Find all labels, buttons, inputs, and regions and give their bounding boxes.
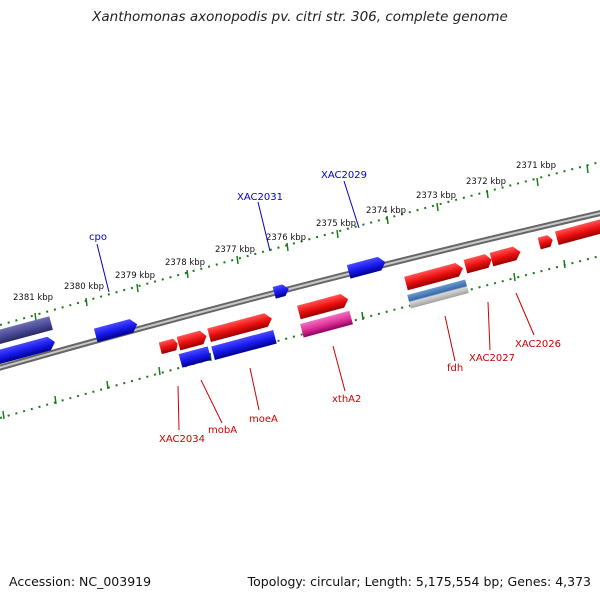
lower-tick-track (0, 255, 600, 419)
gene-label-mobA: mobA (208, 425, 237, 436)
accession-text: Accession: NC_003919 (9, 574, 152, 589)
forward-gene-xac2026[interactable] (489, 245, 523, 267)
tick-label-2372: 2372 kbp (466, 177, 506, 187)
forward-rna-xthA2[interactable] (300, 310, 353, 338)
reverse-gene-bottomleft[interactable] (0, 335, 57, 366)
tick-label-2378: 2378 kbp (165, 258, 205, 268)
reverse-gene-cpo[interactable] (93, 318, 139, 343)
tick-label-2377: 2377 kbp (215, 245, 255, 255)
tick-label-2376: 2376 kbp (266, 233, 306, 243)
genome-backbone (0, 210, 600, 371)
tick-label-2379: 2379 kbp (115, 271, 155, 281)
genome-summary-text: Topology: circular; Length: 5,175,554 bp… (247, 574, 591, 589)
tick-label-2373: 2373 kbp (416, 191, 456, 201)
upper-tick-track (0, 161, 600, 326)
tick-label-2375: 2375 kbp (316, 219, 356, 229)
forward-gene-fdh-red[interactable] (404, 261, 465, 291)
reverse-gene-mobA[interactable] (178, 346, 212, 368)
gene-label-xac2027: XAC2027 (469, 353, 515, 364)
tick-label-2374: 2374 kbp (366, 206, 406, 216)
forward-gene-xthA2-red[interactable] (297, 293, 350, 320)
gene-label-fdh: fdh (447, 363, 463, 374)
forward-gene-xac2034-a[interactable] (158, 338, 179, 355)
reverse-gene-dark[interactable] (0, 316, 53, 346)
gene-label-cpo: cpo (89, 232, 107, 243)
gene-label-xac2029: XAC2029 (321, 170, 367, 181)
forward-gene-fdh-steel[interactable] (407, 279, 469, 309)
upper-major-ticks (34, 164, 589, 322)
forward-gene-small-right[interactable] (537, 234, 555, 250)
forward-gene-xac2027[interactable] (463, 253, 494, 274)
gene-label-xthA2: xthA2 (332, 394, 361, 405)
map-title: Xanthomonas axonopodis pv. citri str. 30… (92, 9, 508, 25)
reverse-gene-xac2029[interactable] (346, 255, 387, 279)
forward-gene-xac2034-b[interactable] (176, 329, 209, 351)
forward-gene-moeA-red[interactable] (207, 312, 273, 343)
label-leaders (96, 180, 535, 431)
gene-label-xac2034: XAC2034 (159, 434, 205, 445)
gene-label-moeA: moeA (249, 414, 278, 425)
tick-label-2371: 2371 kbp (516, 161, 556, 171)
tick-label-2380: 2380 kbp (64, 282, 104, 292)
gene-label-xac2031: XAC2031 (237, 192, 283, 203)
tick-label-2381: 2381 kbp (13, 293, 53, 303)
reverse-gene-xac2031[interactable] (272, 283, 291, 299)
reverse-gene-moeA[interactable] (211, 329, 277, 361)
forward-gene-edge-right[interactable] (555, 218, 600, 245)
gene-label-xac2026: XAC2026 (515, 339, 561, 350)
